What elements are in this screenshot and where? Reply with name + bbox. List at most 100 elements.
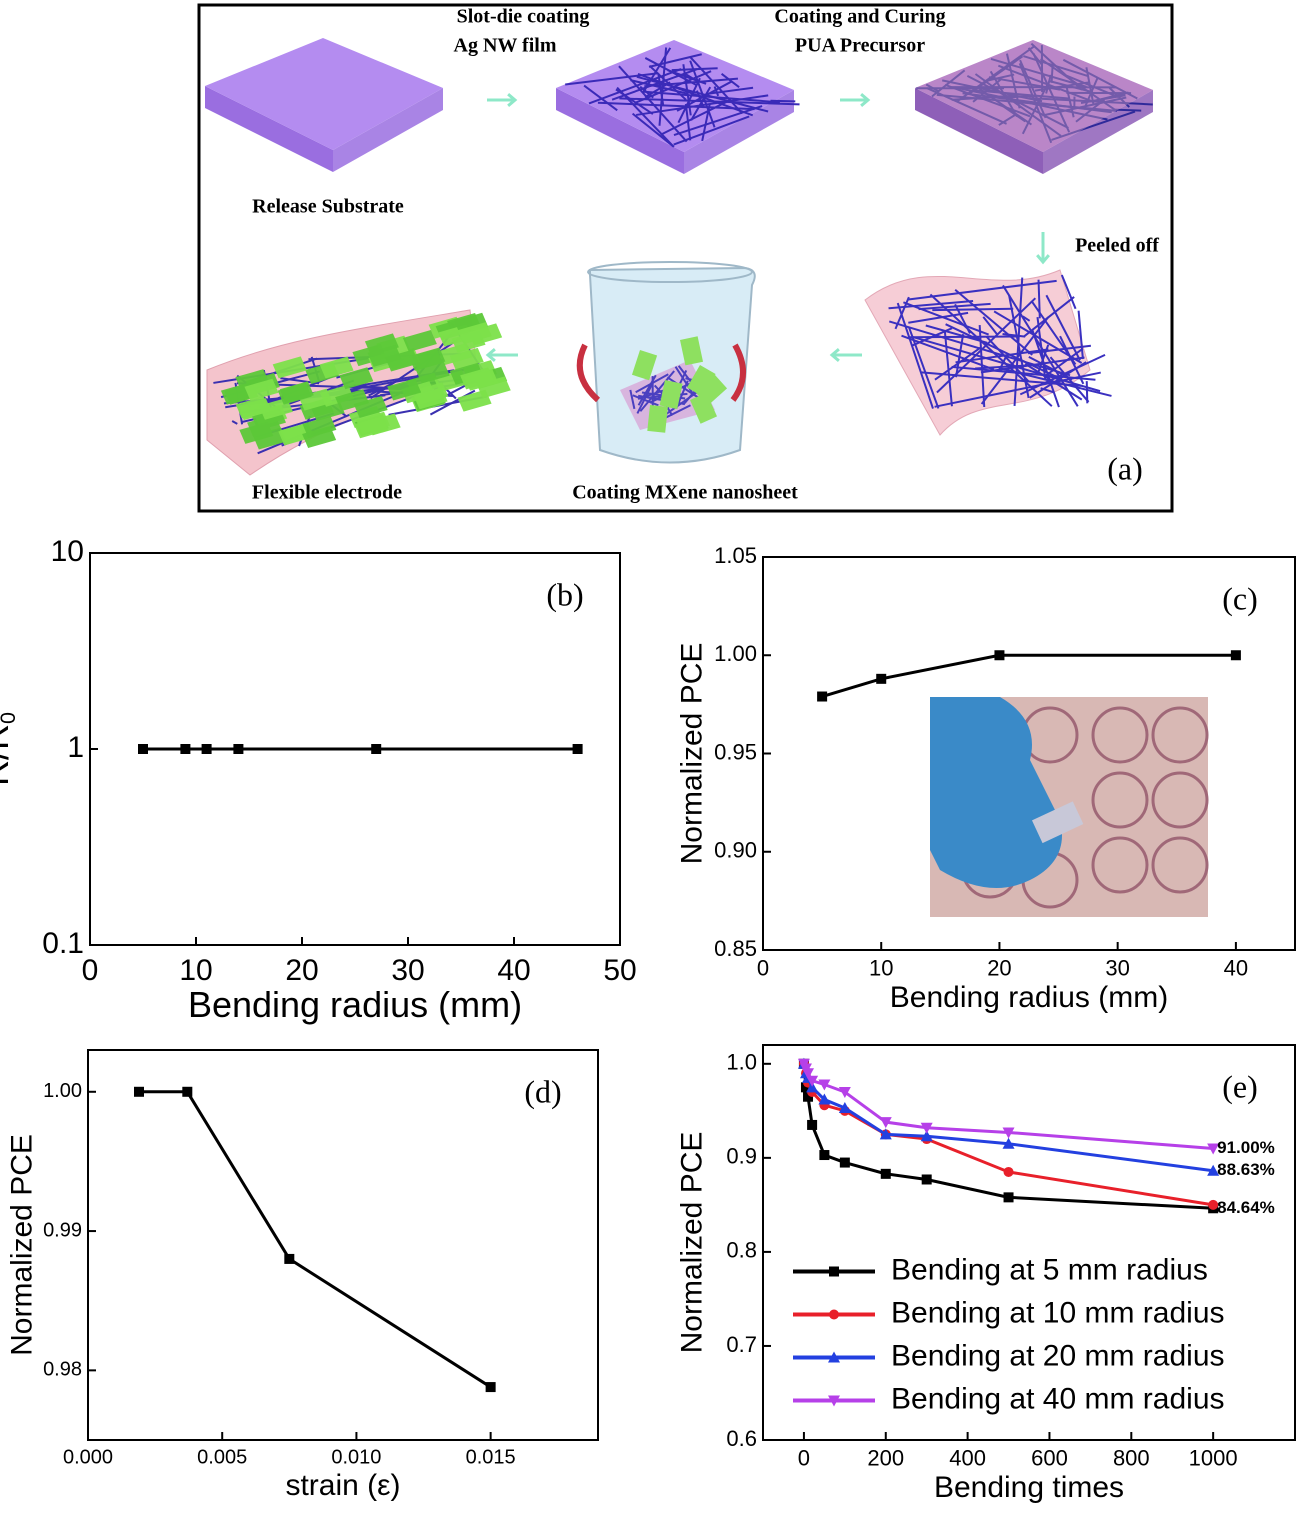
nanowire	[998, 355, 1008, 371]
caption: Flexible electrode	[252, 482, 402, 504]
marker	[818, 1079, 831, 1091]
marker	[233, 744, 244, 754]
mxene-flake	[438, 343, 473, 366]
marker	[921, 1174, 932, 1185]
nanowire	[1032, 52, 1071, 133]
nanowire	[632, 394, 659, 407]
nanowire	[985, 73, 1015, 83]
marker	[134, 1086, 144, 1097]
marker	[838, 1102, 851, 1114]
marker	[806, 1075, 819, 1087]
caption: Ag NW film	[454, 35, 557, 57]
x-tick-label: 400	[949, 1446, 986, 1471]
nanowire	[429, 389, 476, 416]
nanowire	[660, 99, 731, 136]
nanowire	[597, 101, 755, 111]
marker	[838, 1087, 851, 1099]
caption: Peeled off	[1075, 235, 1159, 257]
x-tick-label: 40	[1224, 956, 1248, 981]
x-axis-label: Bending radius (mm)	[188, 984, 522, 1025]
marker	[485, 1382, 496, 1393]
panel-label: (e)	[1222, 1068, 1258, 1104]
panel-label: (c)	[1222, 580, 1258, 616]
inset-cell	[1091, 836, 1149, 894]
x-tick-label: 10	[179, 954, 212, 987]
mxene-flake	[235, 396, 270, 419]
nanowire	[619, 97, 800, 106]
nanowire	[1002, 332, 1026, 338]
nanowire	[637, 72, 754, 117]
marker	[1208, 1199, 1219, 1210]
nanowire	[998, 113, 1017, 126]
nanowire	[1036, 316, 1047, 380]
nanowire	[1023, 296, 1075, 338]
inset-cell	[1151, 706, 1209, 764]
y-axis-label-text: Normalized PCE	[5, 1134, 38, 1356]
legend-label: Bending at 40 mm radius	[891, 1382, 1225, 1415]
mxene-flake	[272, 356, 307, 379]
nanowire	[690, 86, 712, 121]
legend-marker	[828, 1351, 840, 1363]
nanowire	[676, 80, 733, 112]
mxene-flake	[659, 379, 683, 410]
mxene-flake	[298, 388, 333, 411]
marker	[879, 1128, 892, 1140]
marker	[201, 744, 212, 754]
mxene-flake	[339, 367, 374, 390]
plot-frame	[762, 1044, 1296, 1441]
nanowire	[901, 334, 995, 371]
process-arrow-head	[1036, 254, 1050, 265]
y-tick-label: 0.7	[726, 1332, 757, 1357]
y-axis-label-text: Normalized PCE	[676, 643, 709, 865]
y-tick-label: 1.0	[726, 1050, 757, 1075]
nanowire	[1019, 353, 1106, 396]
marker	[839, 1157, 850, 1168]
inset-cell	[1151, 771, 1209, 829]
nanowire	[689, 56, 743, 115]
nanowire	[909, 335, 1019, 339]
marker	[572, 744, 583, 754]
nanowire	[1030, 300, 1077, 366]
value-label: 88.63%	[1217, 1160, 1275, 1179]
marker	[920, 1130, 933, 1142]
y-tick-label: 1	[67, 731, 84, 764]
marker	[807, 1119, 818, 1130]
nanowire	[1005, 53, 1021, 109]
legend-marker	[828, 1395, 840, 1407]
nanowire	[631, 112, 674, 148]
legend-label: Bending at 20 mm radius	[891, 1339, 1225, 1372]
nanowire	[925, 324, 988, 344]
stir-arrow	[576, 343, 601, 403]
inset-device	[1031, 801, 1084, 844]
legend-label: Bending at 5 mm radius	[891, 1253, 1208, 1286]
nanowire	[932, 307, 1014, 312]
nanowire	[1066, 74, 1119, 98]
y-axis-label: R/R0	[0, 712, 20, 786]
nanowire	[231, 420, 238, 425]
mxene-flake	[415, 361, 450, 384]
nanowire	[1065, 85, 1075, 118]
nanowire	[667, 69, 707, 85]
marker	[803, 1091, 814, 1102]
y-tick-label: 0.85	[714, 936, 757, 961]
mxene-flake	[647, 405, 668, 433]
marker	[817, 691, 828, 702]
nanowire	[957, 44, 1036, 102]
marker	[1002, 1137, 1015, 1149]
marker	[802, 1068, 815, 1080]
nanowire	[658, 47, 668, 126]
mxene-flake	[319, 356, 354, 379]
nanowire	[962, 92, 1112, 114]
marker	[180, 744, 191, 754]
nanowire	[1022, 315, 1031, 322]
mxene-flake	[335, 389, 370, 412]
y-tick-label: 0.95	[714, 739, 757, 764]
panel-a-frame	[197, 3, 1174, 513]
marker	[284, 1253, 295, 1264]
nanowire	[1040, 58, 1118, 113]
x-tick-label: 0.015	[466, 1446, 516, 1468]
data-line	[821, 653, 1236, 698]
marker	[876, 673, 887, 684]
mxene-flake	[239, 421, 274, 444]
